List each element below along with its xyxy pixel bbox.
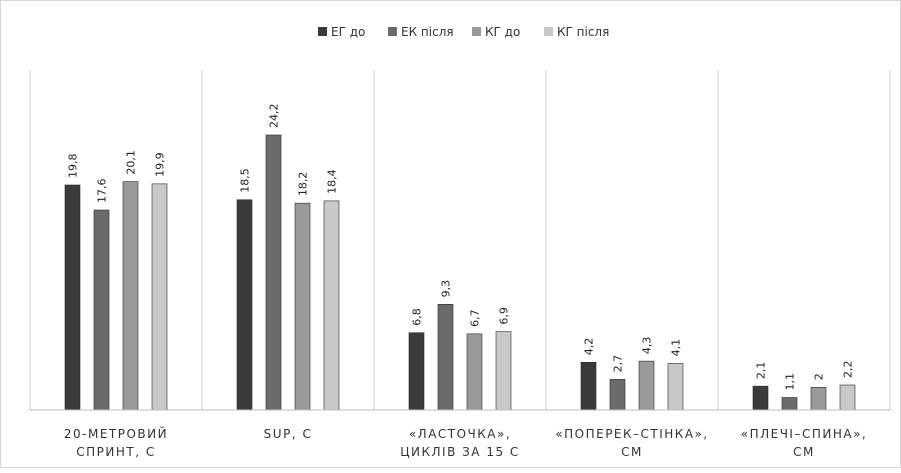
data-label: 18,2 xyxy=(297,172,310,197)
bar xyxy=(667,363,684,411)
data-label: 6,9 xyxy=(498,307,511,325)
bars xyxy=(64,134,856,411)
data-label: 17,6 xyxy=(96,179,109,204)
bar xyxy=(495,331,512,411)
data-label: 4,3 xyxy=(641,337,654,355)
bar xyxy=(294,202,311,411)
category-separators xyxy=(29,70,891,410)
bar xyxy=(64,184,81,411)
data-label: 6,8 xyxy=(411,308,424,326)
data-label: 2,2 xyxy=(842,361,855,379)
bar xyxy=(839,384,856,411)
bar xyxy=(810,386,827,411)
data-label: 19,9 xyxy=(154,152,167,177)
bar xyxy=(638,360,655,411)
value-labels: 19,817,620,1 19,918,524,218,2 18,46,89,36,… xyxy=(67,104,855,391)
category-label: СМ xyxy=(793,445,815,459)
data-label: 6,7 xyxy=(469,309,482,327)
legend-swatch xyxy=(388,27,397,36)
category-label: СПРИНТ, С xyxy=(76,445,155,459)
data-label: 2 xyxy=(813,373,826,380)
bar xyxy=(466,333,483,411)
bar xyxy=(236,199,253,411)
data-label: 4,2 xyxy=(583,338,596,356)
category-label: SUP, С xyxy=(264,427,313,441)
data-label: 2,7 xyxy=(612,355,625,373)
legend-label: ЕГ до xyxy=(331,25,365,39)
bar xyxy=(93,209,110,411)
bar xyxy=(408,332,425,411)
legend-label: КГ до xyxy=(485,25,520,39)
category-label: «ПОПЕРЕК–СТІНКА», xyxy=(555,427,708,441)
category-label: ЦИКЛІВ ЗА 15 С xyxy=(400,445,520,459)
data-label: 20,1 xyxy=(125,150,138,175)
data-label: 18,4 xyxy=(326,169,339,194)
category-label: «ЛАСТОЧКА», xyxy=(409,427,511,441)
data-label: 18,5 xyxy=(239,168,252,193)
legend-label: ЕК після xyxy=(401,25,454,39)
bar xyxy=(752,385,769,411)
legend: ЕГ до ЕК після КГ до КГ після xyxy=(318,25,609,39)
data-label: 19,8 xyxy=(67,154,80,179)
legend-swatch xyxy=(472,27,481,36)
category-label: «ПЛЕЧІ–СПИНА», xyxy=(741,427,868,441)
legend-swatch xyxy=(318,27,327,36)
bar xyxy=(151,183,168,411)
data-label: 1,1 xyxy=(784,373,797,391)
data-label: 9,3 xyxy=(440,280,453,298)
bar xyxy=(122,181,139,411)
legend-swatch xyxy=(544,27,553,36)
data-label: 24,2 xyxy=(268,104,281,129)
data-label: 4,1 xyxy=(670,339,683,357)
bar xyxy=(265,134,282,411)
bar xyxy=(781,397,798,411)
bar xyxy=(609,379,626,411)
bar xyxy=(437,304,454,411)
bar xyxy=(323,200,340,411)
category-labels: 20-МЕТРОВИЙ СПРИНТ, С SUP, С «ЛАСТОЧКА», ЦИК… xyxy=(64,426,868,459)
category-label: СМ xyxy=(621,445,643,459)
category-label: 20-МЕТРОВИЙ xyxy=(64,426,168,441)
bar xyxy=(580,361,597,411)
data-label: 2,1 xyxy=(755,362,768,380)
legend-label: КГ після xyxy=(557,25,609,39)
